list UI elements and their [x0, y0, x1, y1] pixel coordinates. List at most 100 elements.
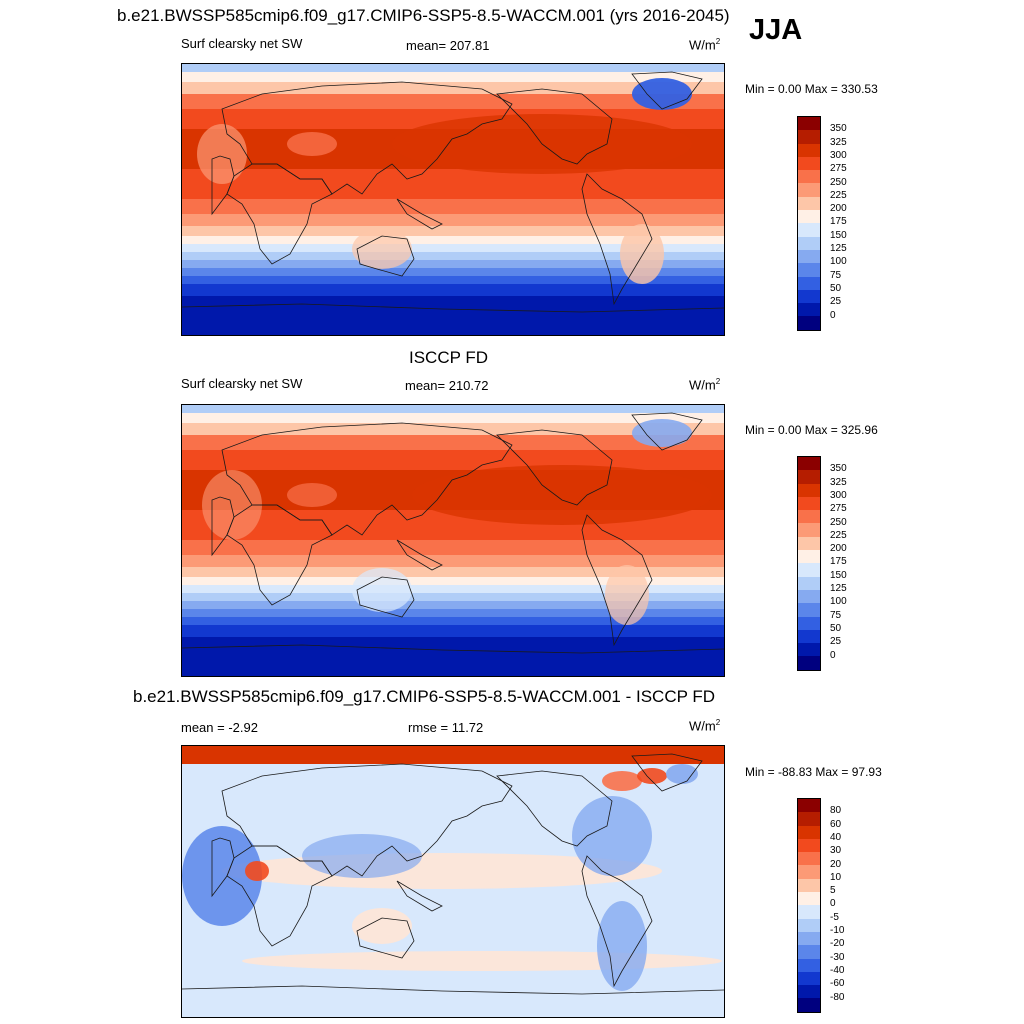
panel1-minmax: Min = 0.00 Max = 330.53 [745, 82, 878, 96]
colorbar-swatch [798, 236, 820, 250]
colorbar-tick-label: 350 [830, 123, 847, 135]
colorbar-swatch [798, 523, 820, 537]
colorbar-swatch [798, 931, 820, 946]
colorbar-swatch [798, 470, 820, 484]
colorbar-tick-label: 20 [830, 858, 842, 870]
colorbar-tick-label: 350 [830, 463, 847, 475]
colorbar-tick-label: 25 [830, 636, 842, 648]
colorbar-swatch [798, 616, 820, 630]
colorbar-tick-label: 75 [830, 609, 842, 621]
colorbar-swatch [798, 656, 820, 670]
colorbar-swatch [798, 483, 820, 497]
colorbar-swatch [798, 276, 820, 290]
colorbar-tick-label: 5 [830, 885, 836, 897]
colorbar-tick-label: 100 [830, 256, 847, 268]
colorbar-swatch [798, 603, 820, 617]
colorbar-tick-label: 80 [830, 805, 842, 817]
panel2-title: ISCCP FD [409, 348, 489, 367]
colorbar-swatch [798, 878, 820, 893]
colorbar-swatch [798, 865, 820, 879]
panel3-units: W/m2 [689, 718, 721, 734]
colorbar-swatch [798, 316, 820, 330]
panel1-mean: mean= 207.81 [406, 38, 490, 53]
colorbar-tick-label: 225 [830, 529, 847, 541]
colorbar-tick-label: 125 [830, 583, 847, 594]
colorbar-tick-label: -10 [830, 925, 845, 936]
colorbar-swatch [798, 945, 820, 959]
colorbar-swatch [798, 892, 820, 906]
panel2-units: W/m2 [689, 377, 721, 393]
colorbar-swatch [798, 998, 820, 1012]
colorbar-tick-label: 175 [830, 216, 847, 228]
panel2-map [181, 404, 725, 677]
panel2-minmax: Min = 0.00 Max = 325.96 [745, 423, 878, 437]
panel1-map [181, 63, 725, 336]
colorbar-swatch [798, 536, 820, 551]
colorbar-tick-label: 325 [830, 136, 847, 148]
colorbar-tick-label: 75 [830, 269, 842, 281]
colorbar-swatch [798, 812, 820, 826]
colorbar-tick-label: 200 [830, 203, 847, 215]
colorbar-swatch [798, 838, 820, 853]
colorbar-tick-label: -60 [830, 978, 845, 990]
colorbar-swatch [798, 289, 820, 304]
colorbar-swatch [798, 799, 820, 813]
colorbar-tick-label: 10 [830, 871, 842, 883]
colorbar-tick-label: 275 [830, 503, 847, 515]
colorbar-tick-label: 0 [830, 898, 836, 910]
colorbar-swatch [798, 852, 820, 866]
panel3-map [181, 745, 725, 1018]
panel2-variable: Surf clearsky net SW [181, 376, 303, 391]
panel3-rmse: rmse = 11.72 [408, 720, 484, 735]
colorbar-tick-label: 300 [830, 149, 847, 161]
colorbar-swatch [798, 303, 820, 317]
panel2-mean: mean= 210.72 [405, 378, 489, 393]
colorbar-tick-label: 250 [830, 176, 847, 188]
colorbar-swatch [798, 905, 820, 919]
colorbar-swatch [798, 117, 820, 131]
colorbar-swatch [798, 496, 820, 511]
panel3-colorbar [797, 798, 821, 1013]
colorbar-tick-label: 200 [830, 543, 847, 555]
colorbar-swatch [798, 825, 820, 839]
panel3-minmax: Min = -88.83 Max = 97.93 [745, 765, 882, 779]
colorbar-tick-label: -80 [830, 991, 845, 1003]
colorbar-swatch [798, 629, 820, 644]
colorbar-tick-label: 250 [830, 516, 847, 528]
colorbar-tick-label: 60 [830, 818, 842, 830]
panel1-units: W/m2 [689, 37, 721, 53]
colorbar-tick-label: 0 [830, 309, 836, 321]
colorbar-swatch [798, 183, 820, 197]
colorbar-swatch [798, 130, 820, 144]
colorbar-tick-label: 0 [830, 649, 836, 661]
colorbar-swatch [798, 457, 820, 471]
colorbar-tick-label: -40 [830, 964, 845, 976]
colorbar-swatch [798, 576, 820, 590]
colorbar-tick-label: -30 [830, 951, 845, 963]
colorbar-tick-label: 275 [830, 163, 847, 175]
colorbar-swatch [798, 249, 820, 264]
colorbar-swatch [798, 143, 820, 157]
colorbar-swatch [798, 196, 820, 211]
colorbar-swatch [798, 958, 820, 972]
colorbar-swatch [798, 210, 820, 224]
colorbar-swatch [798, 643, 820, 657]
colorbar-swatch [798, 156, 820, 171]
colorbar-swatch [798, 223, 820, 237]
colorbar-tick-label: -5 [830, 911, 839, 923]
colorbar-swatch [798, 918, 820, 932]
colorbar-tick-label: 30 [830, 845, 842, 857]
season-label: JJA [749, 14, 803, 46]
colorbar-tick-label: 150 [830, 229, 847, 241]
colorbar-tick-label: 50 [830, 622, 842, 634]
panel3-mean: mean = -2.92 [181, 720, 258, 735]
colorbar-swatch [798, 170, 820, 184]
colorbar-tick-label: 40 [830, 831, 842, 843]
colorbar-tick-label: 100 [830, 596, 847, 608]
panel3-title: b.e21.BWSSP585cmip6.f09_g17.CMIP6-SSP5-8… [133, 687, 716, 706]
panel1-title: b.e21.BWSSP585cmip6.f09_g17.CMIP6-SSP5-8… [117, 6, 730, 25]
panel1-colorbar [797, 116, 821, 331]
colorbar-swatch [798, 563, 820, 577]
colorbar-tick-label: 125 [830, 243, 847, 254]
colorbar-swatch [798, 589, 820, 604]
